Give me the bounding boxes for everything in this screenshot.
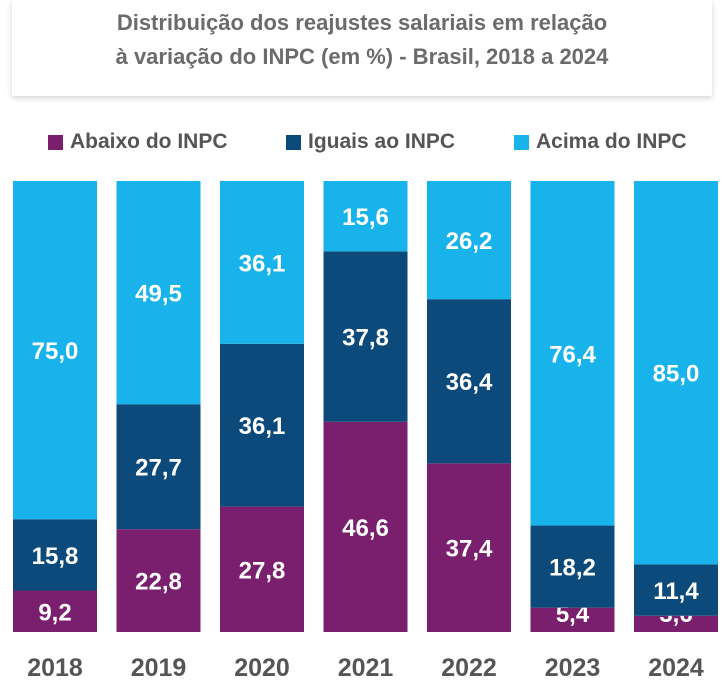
data-label-iguais-2021: 37,8 [342,325,389,352]
data-label-iguais-2022: 36,4 [446,369,493,396]
data-label-acima-2018: 75,0 [32,338,79,365]
data-label-acima-2024: 85,0 [653,361,700,388]
legend-swatch-iguais [286,134,301,150]
x-tick-2022: 2022 [441,654,497,682]
legend-item-abaixo: Abaixo do INPC [48,130,228,154]
bar-acima-2021 [323,181,408,252]
legend-label-abaixo: Abaixo do INPC [70,130,228,153]
data-label-iguais-2023: 18,2 [549,555,596,582]
bar-iguais-2023 [530,525,615,608]
data-label-iguais-2024: 11,4 [653,578,699,605]
legend-swatch-acima [514,134,529,150]
bar-abaixo-2019 [116,529,201,632]
data-label-iguais-2018: 15,8 [32,543,79,570]
data-label-abaixo-2021: 46,6 [342,515,389,542]
legend-swatch-abaixo [48,134,63,150]
bar-abaixo-2018 [13,590,97,632]
x-tick-2020: 2020 [234,654,290,682]
data-label-iguais-2020: 36,1 [239,413,286,440]
bar-iguais-2024 [634,564,718,616]
bar-acima-2023 [530,181,615,526]
data-label-acima-2019: 49,5 [135,281,182,308]
chart-title-box: Distribuição dos reajustes salariais em … [12,0,712,96]
data-label-abaixo-2018: 9,2 [38,599,71,626]
bar-iguais-2020 [220,343,304,507]
bar-acima-2019 [116,181,201,405]
bar-acima-2020 [220,181,304,344]
x-tick-2019: 2019 [131,654,187,682]
legend-label-iguais: Iguais ao INPC [308,130,456,153]
data-label-acima-2022: 26,2 [446,228,493,255]
data-label-abaixo-2019: 22,8 [135,569,182,596]
data-label-abaixo-2022: 37,4 [446,536,493,563]
bar-iguais-2019 [116,404,201,530]
bar-abaixo-2022 [427,463,511,632]
bar-iguais-2018 [13,519,97,591]
data-label-acima-2020: 36,1 [239,250,286,277]
bar-acima-2024 [634,181,718,565]
bar-abaixo-2023 [530,607,615,632]
bar-abaixo-2021 [323,421,408,632]
data-label-acima-2021: 15,6 [342,204,389,231]
bar-iguais-2022 [427,299,511,464]
data-label-acima-2023: 76,4 [549,341,596,368]
data-label-abaixo-2020: 27,8 [239,557,286,584]
x-tick-2021: 2021 [338,654,394,682]
chart-title-line-2: à variação do INPC (em %) - Brasil, 2018… [115,44,609,69]
x-tick-2023: 2023 [545,654,601,682]
chart-title-line-1: Distribuição dos reajustes salariais em … [116,10,608,35]
bar-abaixo-2020 [220,506,304,632]
x-tick-2024: 2024 [648,654,704,682]
bar-abaixo-2024 [634,615,718,632]
data-label-iguais-2019: 27,7 [135,455,182,482]
bar-acima-2022 [427,181,511,300]
legend-item-acima: Acima do INPC [514,130,687,154]
bar-acima-2018 [13,181,97,520]
legend-label-acima: Acima do INPC [536,130,687,153]
chart-legend: Abaixo do INPC Iguais ao INPC Acima do I… [0,130,725,160]
legend-item-iguais: Iguais ao INPC [286,130,455,154]
bar-iguais-2021 [323,251,408,422]
x-tick-2018: 2018 [27,654,83,682]
